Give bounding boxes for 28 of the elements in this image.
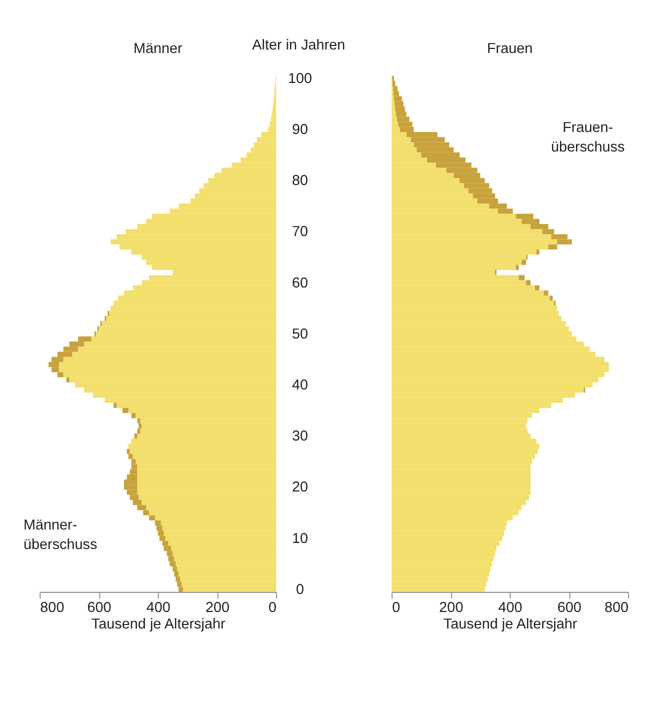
y-tick-label: 80 [292, 173, 308, 190]
x-tick-label: 400 [146, 600, 170, 616]
chart-title: Männer [133, 41, 183, 58]
x-tick-label: 800 [604, 600, 628, 616]
x-axis-title: Tausend je Altersjahr [443, 616, 578, 632]
x-tick-label: 200 [205, 600, 230, 616]
annotation: Frauen- überschuss [550, 120, 625, 156]
y-tick-label: 50 [292, 326, 308, 342]
annotation: Männer- überschuss [23, 517, 98, 554]
y-tick-label: 40 [292, 377, 308, 394]
x-tick-label: 0 [268, 600, 277, 616]
y-tick-label: 10 [292, 530, 308, 547]
y-tick-label: 0 [296, 582, 304, 598]
y-tick-label: 90 [292, 122, 308, 138]
x-tick-label: 600 [557, 600, 582, 616]
x-axis-title: Tausend je Altersjahr [91, 616, 226, 632]
y-axis-title: Alter in Jahren [252, 38, 346, 54]
x-tick-label: 200 [439, 600, 464, 616]
y-tick-label: 70 [292, 224, 308, 240]
y-tick-label: 100 [288, 70, 312, 87]
y-tick-label: 30 [292, 428, 308, 445]
chart-title: Frauen [486, 41, 533, 58]
y-tick-label: 20 [292, 480, 308, 496]
x-tick-label: 0 [392, 600, 400, 616]
x-tick-label: 400 [498, 600, 522, 616]
x-tick-label: 800 [40, 600, 64, 616]
x-tick-label: 600 [87, 600, 112, 616]
y-tick-label: 60 [292, 275, 308, 292]
